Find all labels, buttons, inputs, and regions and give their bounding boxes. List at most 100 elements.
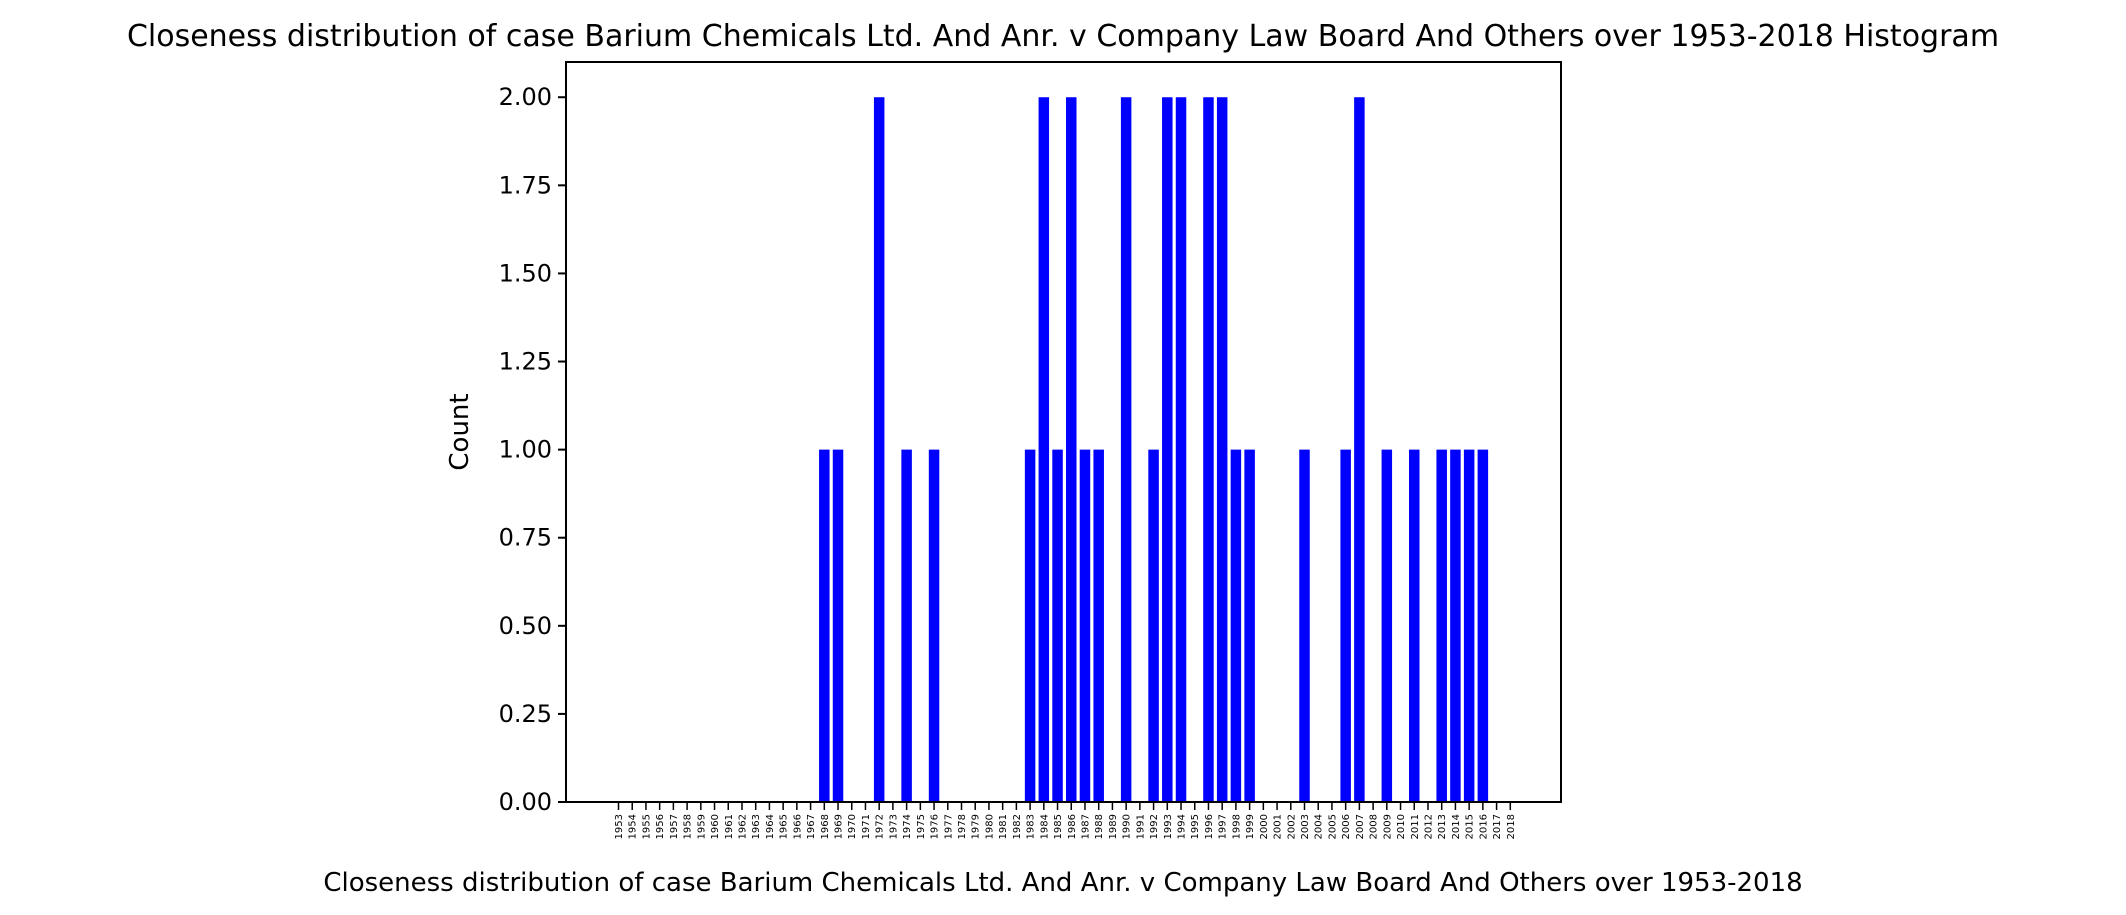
- x-tick-label: 1965: [779, 814, 790, 839]
- bar-2003: [1299, 449, 1310, 802]
- x-tick-label: 1962: [737, 814, 748, 839]
- y-tick-label: 0.00: [499, 788, 552, 816]
- x-tick-label: 1967: [806, 814, 817, 839]
- x-tick-label: 1974: [902, 814, 913, 839]
- x-tick-label: 1994: [1177, 814, 1188, 839]
- x-tick-label: 2016: [1478, 814, 1489, 839]
- y-tick-label: 1.25: [499, 348, 552, 376]
- x-tick-label: 1993: [1163, 814, 1174, 839]
- x-tick-label: 1966: [792, 814, 803, 839]
- x-tick-label: 2015: [1465, 814, 1476, 839]
- x-tick-label: 1981: [998, 814, 1009, 839]
- x-tick-label: 1953: [614, 814, 625, 839]
- x-tick-label: 1995: [1190, 814, 1201, 839]
- y-tick-label: 1.75: [499, 171, 552, 199]
- bar-1999: [1244, 449, 1255, 802]
- x-tick-label: 1970: [847, 814, 858, 839]
- bar-2014: [1450, 449, 1461, 802]
- y-tick-label: 0.50: [499, 612, 552, 640]
- y-axis-label: Count: [445, 393, 475, 470]
- x-tick-label: 1963: [751, 814, 762, 839]
- x-tick-label: 1956: [655, 814, 666, 839]
- plot-area: 0.00 0.25 0.50 0.75 1.00 1.25 1.50 1.75 2.00 1953…: [499, 83, 1517, 839]
- x-tick-label: 1958: [683, 814, 694, 839]
- x-tick-label: 1984: [1039, 814, 1050, 839]
- x-tick-label: 2007: [1355, 814, 1366, 839]
- bar-1998: [1230, 449, 1242, 802]
- x-tick-label: 1996: [1204, 814, 1215, 839]
- x-tick-label: 1961: [724, 814, 735, 839]
- x-tick-label: 1991: [1135, 814, 1146, 839]
- x-tick-label: 2003: [1300, 814, 1311, 839]
- bar-1985: [1052, 449, 1063, 802]
- x-tick-label: 1976: [930, 814, 941, 839]
- x-tick-label: 2011: [1410, 814, 1421, 839]
- bar-1972: [873, 97, 885, 803]
- x-tick-label: 2008: [1369, 814, 1380, 839]
- x-tick-label: 1997: [1218, 814, 1229, 839]
- x-tick-label: 1957: [669, 814, 680, 839]
- x-tick-label: 2013: [1437, 814, 1448, 839]
- x-tick-label: 2010: [1396, 814, 1407, 839]
- y-tick-label: 1.50: [499, 259, 552, 287]
- x-tick-label: 1979: [971, 814, 982, 839]
- bar-1968: [819, 449, 830, 802]
- bar-1987: [1079, 449, 1091, 802]
- x-tick-label: 1998: [1231, 814, 1242, 839]
- bar-1986: [1066, 97, 1077, 803]
- y-tick-label: 1.00: [499, 436, 552, 464]
- x-tick-label: 1988: [1094, 814, 1105, 839]
- bar-1996: [1203, 97, 1214, 803]
- bar-1997: [1216, 97, 1228, 803]
- bar-2006: [1340, 449, 1351, 802]
- bar-2007: [1354, 97, 1365, 803]
- chart-title: Closeness distribution of case Barium Ch…: [127, 19, 1999, 54]
- x-tick-label: 2018: [1506, 814, 1517, 839]
- y-tick-label: 0.25: [499, 700, 552, 728]
- x-tick-label: 1977: [943, 814, 954, 839]
- bar-1990: [1120, 97, 1132, 803]
- x-tick-label: 1959: [696, 814, 707, 839]
- x-tick-label: 1992: [1149, 814, 1160, 839]
- bar-1983: [1024, 449, 1036, 802]
- x-tick-label: 1982: [1012, 814, 1023, 839]
- x-tick-label: 1975: [916, 814, 927, 839]
- x-tick-label: 1954: [628, 814, 639, 839]
- bar-1994: [1175, 97, 1187, 803]
- x-tick-label: 2005: [1327, 814, 1338, 839]
- plot-frame: [565, 61, 1562, 803]
- bar-1992: [1148, 449, 1159, 802]
- x-axis-label: Closeness distribution of case Barium Ch…: [323, 868, 1802, 898]
- bar-1974: [901, 449, 912, 802]
- x-tick-label: 1960: [710, 814, 721, 839]
- x-tick-label: 1968: [820, 814, 831, 839]
- x-tick-label: 1999: [1245, 814, 1256, 839]
- bar-1993: [1162, 97, 1173, 803]
- x-tick-label: 1986: [1067, 814, 1078, 839]
- x-tick-label: 1972: [875, 814, 886, 839]
- y-tick-label: 2.00: [499, 83, 552, 111]
- x-tick-label: 1969: [834, 814, 845, 839]
- bar-2016: [1477, 449, 1489, 802]
- bar-1988: [1093, 449, 1104, 802]
- x-tick-label: 1990: [1122, 814, 1133, 839]
- bar-2011: [1409, 449, 1420, 802]
- x-tick-label: 2006: [1341, 814, 1352, 839]
- x-tick-label: 2009: [1382, 814, 1393, 839]
- x-tick-label: 2017: [1492, 814, 1503, 839]
- bar-2009: [1381, 449, 1393, 802]
- x-tick-label: 1978: [957, 814, 968, 839]
- x-tick-label: 2000: [1259, 814, 1270, 839]
- x-tick-label: 1980: [984, 814, 995, 839]
- x-tick-label: 1985: [1053, 814, 1064, 839]
- x-tick-label: 1987: [1080, 814, 1091, 839]
- x-tick-label: 2004: [1314, 814, 1325, 839]
- y-tick-label: 0.75: [499, 524, 552, 552]
- x-tick-label: 1973: [888, 814, 899, 839]
- x-tick-label: 1983: [1026, 814, 1037, 839]
- x-tick-label: 2014: [1451, 814, 1462, 839]
- x-tick-label: 2001: [1273, 814, 1284, 839]
- bar-2013: [1436, 449, 1447, 802]
- bar-1969: [832, 449, 844, 802]
